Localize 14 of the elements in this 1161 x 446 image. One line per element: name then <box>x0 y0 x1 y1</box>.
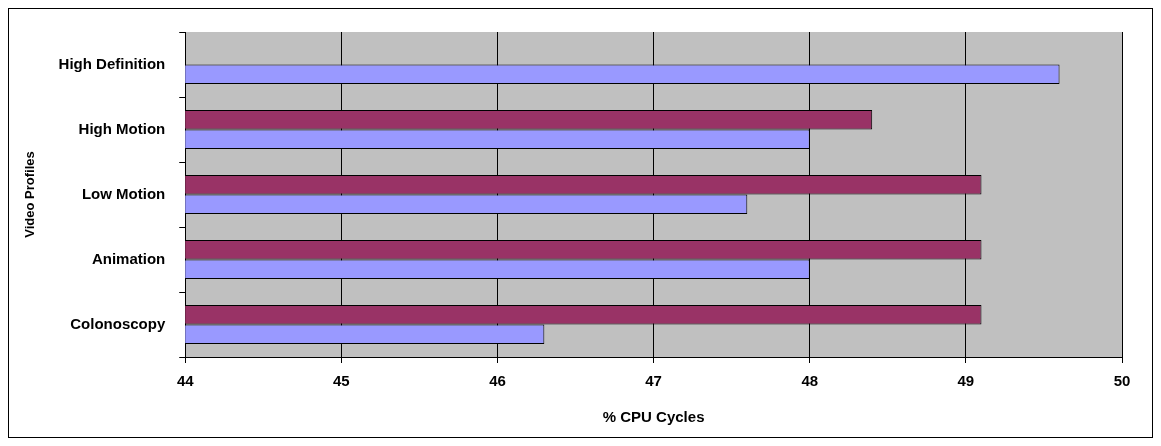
y-tick-label: Animation <box>91 249 166 267</box>
x-tick-label: 46 <box>489 372 506 390</box>
x-axis-title: % CPU Cycles <box>602 408 705 426</box>
y-tick-label: Colonoscopy <box>70 314 166 332</box>
y-tick-label: High Motion <box>78 119 166 137</box>
y-axis-title: Video Profiles <box>22 151 38 238</box>
x-tick-label: 45 <box>333 372 350 390</box>
y-tick-label: Low Motion <box>81 184 166 202</box>
x-tick-label: 44 <box>176 372 195 390</box>
x-tick-label: 48 <box>801 372 819 390</box>
x-tick-label: 47 <box>645 372 662 390</box>
y-tick-label: High Definition <box>58 54 166 72</box>
x-tick-label: 49 <box>957 372 975 390</box>
x-tick-label: 50 <box>1113 372 1131 390</box>
